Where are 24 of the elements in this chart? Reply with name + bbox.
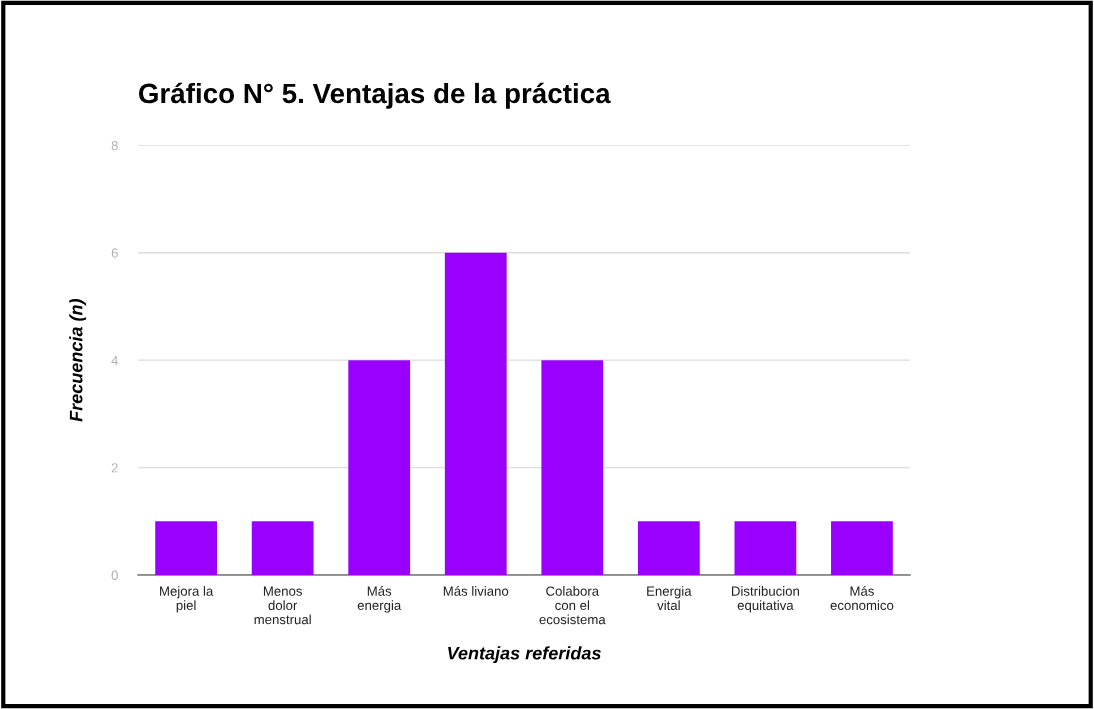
bar: [637, 521, 700, 575]
x-tick-label: Distribucion equitativa: [732, 586, 799, 613]
y-tick-label: 8: [111, 140, 118, 151]
chart-title: Gráfico N° 5. Ventajas de la práctica: [138, 82, 611, 109]
bar: [251, 521, 314, 575]
x-tick-label: Más economico: [830, 585, 894, 611]
x-tick-label: Energia vital: [647, 586, 692, 611]
bar: [734, 521, 797, 575]
x-axis-title: Ventajas referidas: [448, 646, 601, 664]
bar: [541, 360, 604, 575]
bar: [155, 521, 218, 575]
y-tick-label: 4: [111, 355, 119, 365]
x-tick-label: Menos dolor menstrual: [254, 586, 311, 625]
bar: [348, 360, 411, 575]
y-tick-label: 0: [111, 570, 118, 580]
y-tick-label: 2: [111, 463, 118, 473]
y-axis-title: Frecuencia (n): [69, 298, 87, 422]
x-tick-label: Colabora con el ecosistema: [539, 586, 606, 625]
x-tick-label: Mejora la piel: [160, 586, 214, 613]
y-tick-label: 6: [111, 248, 118, 258]
bar: [444, 252, 507, 575]
bar: [831, 521, 893, 575]
x-tick-label: Más energia: [357, 585, 402, 613]
x-tick-label: Más liviano: [443, 585, 509, 596]
